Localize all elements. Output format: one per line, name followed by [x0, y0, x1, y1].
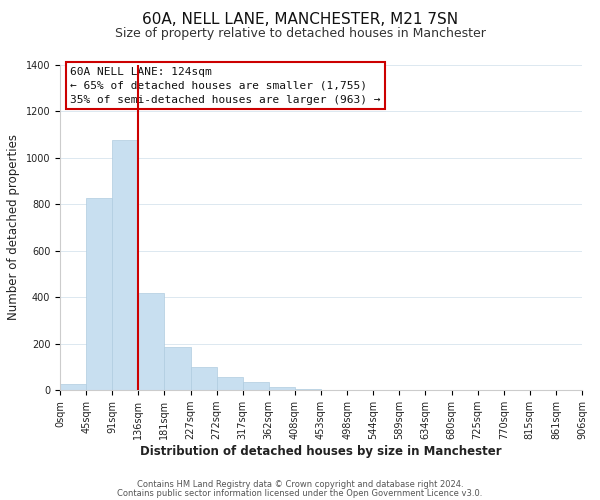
Text: 60A NELL LANE: 124sqm
← 65% of detached houses are smaller (1,755)
35% of semi-d: 60A NELL LANE: 124sqm ← 65% of detached … — [70, 66, 381, 104]
Bar — [243, 382, 269, 390]
Bar — [139, 292, 164, 390]
Bar — [295, 389, 321, 390]
Text: Contains public sector information licensed under the Open Government Licence v3: Contains public sector information licen… — [118, 488, 482, 498]
Bar — [269, 386, 295, 390]
Bar — [60, 384, 86, 390]
Text: 60A, NELL LANE, MANCHESTER, M21 7SN: 60A, NELL LANE, MANCHESTER, M21 7SN — [142, 12, 458, 28]
Bar — [217, 376, 243, 390]
Text: Size of property relative to detached houses in Manchester: Size of property relative to detached ho… — [115, 28, 485, 40]
Text: Contains HM Land Registry data © Crown copyright and database right 2024.: Contains HM Land Registry data © Crown c… — [137, 480, 463, 489]
Y-axis label: Number of detached properties: Number of detached properties — [7, 134, 20, 320]
Bar — [86, 198, 112, 390]
Bar — [191, 367, 217, 390]
Bar — [112, 140, 139, 390]
X-axis label: Distribution of detached houses by size in Manchester: Distribution of detached houses by size … — [140, 445, 502, 458]
Bar — [164, 347, 191, 390]
